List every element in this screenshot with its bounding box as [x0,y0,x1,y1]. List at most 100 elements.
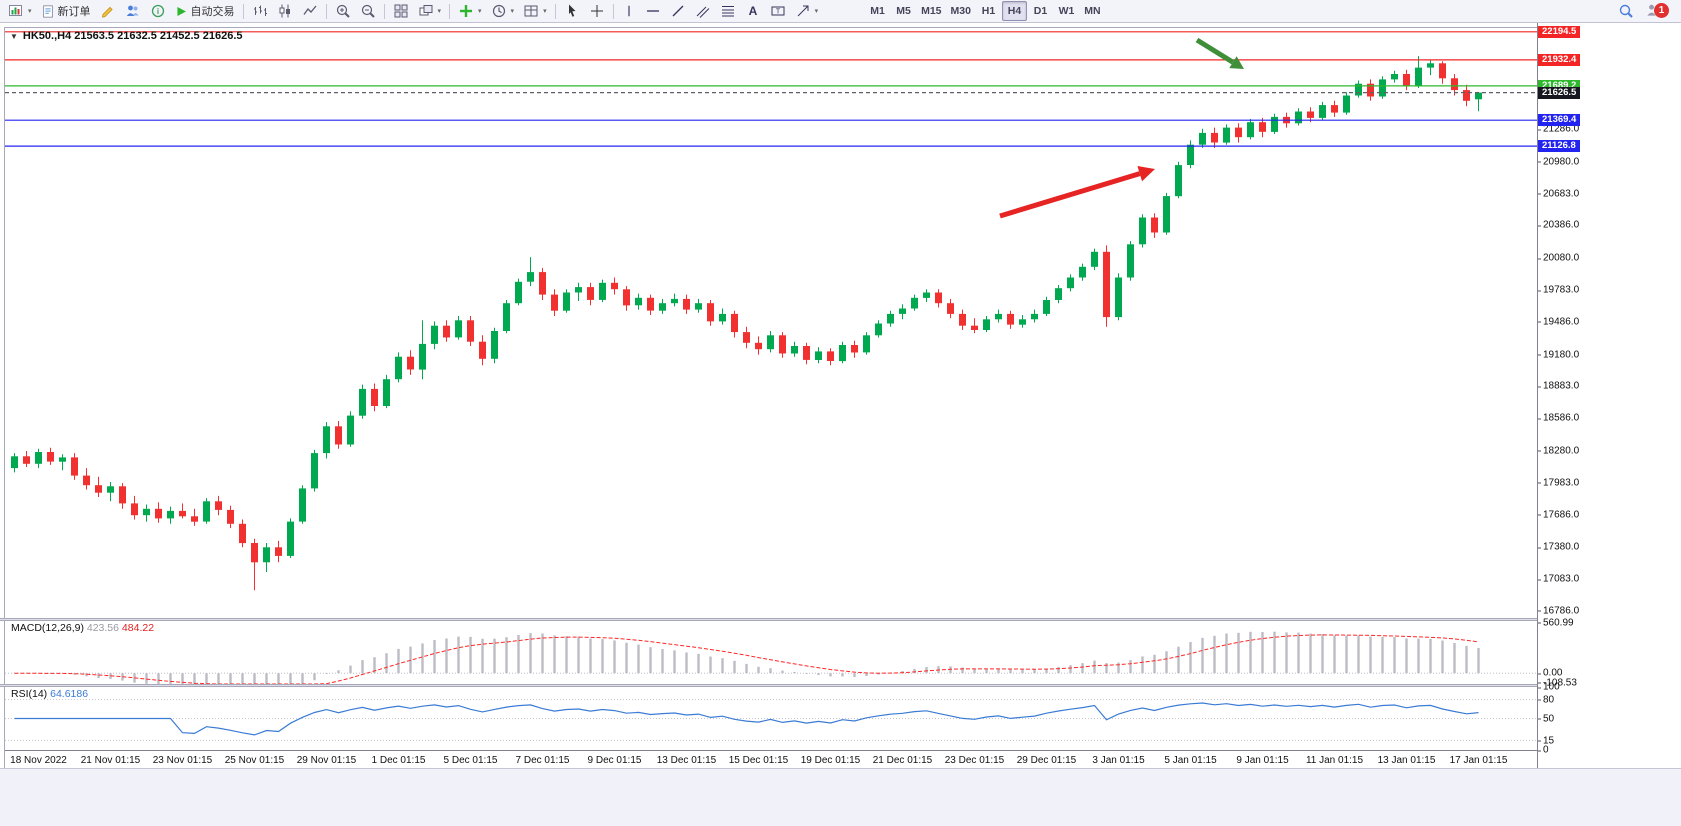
search-icon [1618,3,1634,19]
new-order-button[interactable]: 新订单 [37,1,95,21]
periods-button[interactable]: ▾ [487,1,519,21]
one-click-trading-expand-icon[interactable]: ▼ [10,31,18,41]
tile-windows-button[interactable] [389,1,413,21]
vertical-line-button[interactable] [618,1,640,21]
order-doc-icon [41,4,55,19]
info-icon: i [150,3,166,19]
price-axis-label: 18586.0 [1537,412,1580,424]
rsi-axis-label: 100 [1538,681,1560,693]
autotrading-button[interactable]: 自动交易 [171,1,239,21]
time-axis-label: 29 Nov 01:15 [296,755,357,766]
trendline-button[interactable] [666,1,690,21]
time-axis-label: 25 Nov 01:15 [224,755,285,766]
candlestick-chart-button[interactable] [273,1,297,21]
chart-title: HK50.,H4 21563.5 21632.5 21452.5 21626.5 [22,30,243,42]
timeframe-m15-button[interactable]: M15 [921,5,942,17]
zoom-out-icon [360,3,376,19]
channel-button[interactable] [691,1,715,21]
macd-chart-svg[interactable] [5,621,1537,684]
search-button[interactable] [1614,1,1638,21]
panel-separator[interactable] [0,618,1681,621]
timeframe-mn-button[interactable]: MN [1084,5,1101,17]
timeframe-m5-button[interactable]: M5 [896,5,911,17]
price-axis-label: 16786.0 [1537,605,1580,617]
notifications-button[interactable]: 1 [1645,2,1669,20]
timeframe-group: M1 M5 M15 M30 H1 H4 D1 W1 MN [865,1,1105,21]
panel-separator[interactable] [0,684,1681,687]
community-button[interactable] [121,1,145,21]
price-axis-label: 17686.0 [1537,509,1580,521]
new-chart-button[interactable]: ▾ [4,1,36,21]
vertical-line-icon [622,3,636,19]
price-axis-label: 19486.0 [1537,316,1580,328]
timeframe-m1-button[interactable]: M1 [870,5,885,17]
text-button[interactable]: A [741,1,765,21]
time-axis-label: 9 Dec 01:15 [587,755,642,766]
macd-axis-label: 560.99 [1538,617,1574,629]
macd-axis-label: -108.53 [1538,677,1577,689]
green-top-arrow[interactable] [1195,37,1244,69]
timeframe-h4-button[interactable]: H4 [1001,1,1027,21]
label-button[interactable]: T [766,1,790,21]
time-axis-label: 7 Dec 01:15 [515,755,570,766]
price-axis-label: 20386.0 [1537,219,1580,231]
macd-label-row: MACD(12,26,9) 423.56 484.22 [11,622,154,634]
timeframe-d1-button[interactable]: D1 [1033,5,1048,17]
new-chart-icon [8,3,24,19]
new-order-label: 新订单 [57,6,91,18]
user-icon [1645,4,1660,22]
price-chart[interactable]: ▼ HK50.,H4 21563.5 21632.5 21452.5 21626… [5,28,1537,618]
toolbar-separator [325,3,327,19]
svg-text:A: A [748,4,757,18]
price-axis[interactable]: 21286.0 20980.0 20683.0 20386.0 20080.0 19783… [1537,23,1681,768]
rsi-value: 64.6186 [50,688,89,700]
time-axis-label: 1 Dec 01:15 [371,755,426,766]
toolbar-separator [449,3,451,19]
ohlc-bars-icon [252,3,268,19]
cursor-button[interactable] [560,1,584,21]
toolbar-separator [612,3,614,19]
candlestick-chart-svg[interactable] [5,28,1537,618]
timeframe-m30-button[interactable]: M30 [950,5,971,17]
price-axis-label: 19180.0 [1537,349,1580,361]
time-axis-label: 23 Nov 01:15 [152,755,213,766]
line-chart-button[interactable] [298,1,322,21]
fibonacci-button[interactable] [716,1,740,21]
time-axis-label: 15 Dec 01:15 [728,755,789,766]
macd-main-value: 423.56 [86,622,119,634]
rsi-chart-svg[interactable] [5,687,1537,750]
templates-button[interactable]: ▾ [519,1,551,21]
zoom-out-button[interactable] [356,1,380,21]
time-axis-label: 21 Dec 01:15 [872,755,933,766]
person-icon [125,3,141,19]
text-label-icon: T [770,3,786,19]
time-axis-label: 13 Jan 01:15 [1377,755,1436,766]
toolbar-separator [383,3,385,19]
timeframe-w1-button[interactable]: W1 [1058,5,1075,17]
metaeditor-button[interactable] [96,1,120,21]
macd-label: MACD(12,26,9) [11,622,84,634]
zoom-in-button[interactable] [331,1,355,21]
timeframe-h1-button[interactable]: H1 [981,5,996,17]
chevron-down-icon: ▾ [478,8,482,15]
rsi-panel[interactable]: RSI(14) 64.6186 [5,687,1537,750]
pencil-icon [100,3,116,19]
price-axis-label: 20683.0 [1537,188,1580,200]
bar-chart-button[interactable] [248,1,272,21]
shapes-button[interactable]: ▾ [791,1,823,21]
red-trend-arrow[interactable] [999,166,1155,219]
cascade-windows-button[interactable]: ▾ [414,1,446,21]
chevron-down-icon: ▾ [814,8,819,15]
crosshair-icon [589,3,605,19]
macd-panel[interactable]: MACD(12,26,9) 423.56 484.22 [5,621,1537,684]
main-toolbar: ▾ 新订单 i 自动交易 ▾ [0,0,1681,23]
horizontal-line-button[interactable] [641,1,665,21]
price-axis-label: 20980.0 [1537,156,1580,168]
trendline-icon [670,3,686,19]
svg-text:i: i [156,7,158,16]
crosshair-button[interactable] [585,1,609,21]
indicators-button[interactable]: ▾ [454,1,486,21]
cursor-arrow-icon [564,3,580,19]
help-button[interactable]: i [146,1,170,21]
time-axis[interactable]: 18 Nov 2022 21 Nov 01:15 23 Nov 01:15 25 No… [5,750,1537,768]
